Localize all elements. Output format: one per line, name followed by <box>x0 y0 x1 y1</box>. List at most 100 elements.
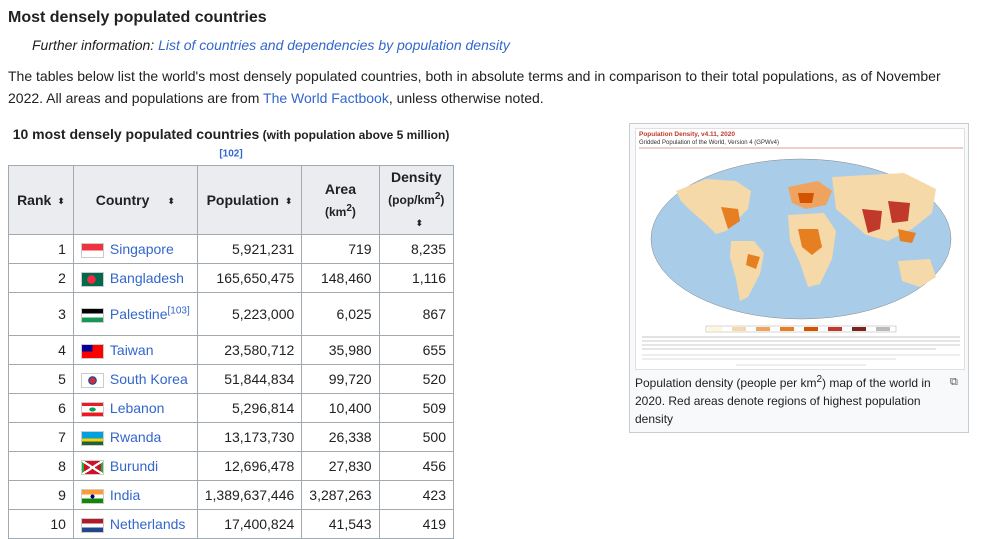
col-density-header[interactable]: Density (pop/km2) ⬍ <box>378 164 455 236</box>
area-cell: 99,720 <box>301 364 380 395</box>
country-cell: Netherlands <box>72 509 198 539</box>
map-caption-sq: 2 <box>816 374 823 385</box>
rank-cell: 2 <box>8 263 74 294</box>
sort-icon[interactable]: ⬍ <box>167 195 175 206</box>
country-cell: Rwanda <box>72 422 198 453</box>
intro-text-after: , unless otherwise noted. <box>388 90 544 106</box>
hatnote: Further information: List of countries a… <box>32 37 510 53</box>
area-cell: 6,025 <box>301 292 380 337</box>
flag-netherlands-icon <box>80 517 104 533</box>
area-cell: 35,980 <box>301 335 380 366</box>
population-cell: 165,650,475 <box>196 263 303 294</box>
rank-cell: 8 <box>8 451 74 482</box>
area-unit-close: ) <box>351 204 356 219</box>
table-row: 4 Taiwan 23,580,712 35,980 655 <box>8 335 455 366</box>
density-cell: 500 <box>378 422 455 453</box>
world-factbook-link[interactable]: The World Factbook <box>263 90 389 106</box>
table-row: 10 Netherlands 17,400,824 41,543 419 <box>8 509 455 539</box>
density-cell: 520 <box>378 364 455 395</box>
caption-ref-link[interactable]: [102] <box>219 148 243 160</box>
hatnote-prefix: Further information: <box>32 37 159 53</box>
col-country-header[interactable]: Country ⬍ <box>72 164 198 236</box>
map-caption: Population density (people per km2) map … <box>635 374 947 428</box>
flag-burundi-icon <box>80 459 104 475</box>
area-unit: (km <box>324 204 347 219</box>
intro-paragraph: The tables below list the world's most d… <box>8 65 958 109</box>
world-map-graphic <box>639 147 963 366</box>
header-label: Rank <box>17 191 52 208</box>
country-link-rwanda[interactable]: Rwanda <box>109 428 162 445</box>
table-row: 6 Lebanon 5,296,814 10,400 509 <box>8 393 455 424</box>
col-area-header[interactable]: Area (km2) <box>301 164 380 236</box>
country-link-netherlands[interactable]: Netherlands <box>109 515 186 532</box>
table-row: 7 Rwanda 13,173,730 26,338 500 <box>8 422 455 453</box>
rank-cell: 10 <box>8 509 74 539</box>
flag-lebanon-icon <box>80 401 104 417</box>
density-cell: 456 <box>378 451 455 482</box>
map-caption-after: ) map of the world in 2020. Red areas de… <box>635 376 931 426</box>
density-cell: 867 <box>378 292 455 337</box>
country-cell: Singapore <box>72 234 198 265</box>
population-density-map[interactable]: Population Density, v4.11, 2020 Gridded … <box>635 128 965 370</box>
header-label: Country <box>95 191 150 208</box>
rank-cell: 7 <box>8 422 74 453</box>
area-cell: 27,830 <box>301 451 380 482</box>
hatnote-link[interactable]: List of countries and dependencies by po… <box>158 37 510 53</box>
col-population-header[interactable]: Population ⬍ <box>196 164 303 236</box>
rank-cell: 1 <box>8 234 74 265</box>
country-link-lebanon[interactable]: Lebanon <box>109 399 165 416</box>
area-cell: 41,543 <box>301 509 380 539</box>
header-label: Population <box>206 191 279 208</box>
area-cell: 148,460 <box>301 263 380 294</box>
map-caption-before: Population density (people per km <box>635 376 817 390</box>
country-cell: Bangladesh <box>72 263 198 294</box>
country-cell: Taiwan <box>72 335 198 366</box>
country-ref-link[interactable]: [103] <box>167 305 190 317</box>
country-cell: India <box>72 480 198 511</box>
table-row: 3 Palestine[103] 5,223,000 6,025 867 <box>8 292 455 337</box>
density-unit-close: ) <box>440 193 445 207</box>
country-cell: Lebanon <box>72 393 198 424</box>
area-cell: 26,338 <box>301 422 380 453</box>
flag-rwanda-icon <box>80 430 104 446</box>
header-label: Area <box>324 180 356 197</box>
population-cell: 51,844,834 <box>196 364 303 395</box>
population-cell: 23,580,712 <box>196 335 303 366</box>
country-link-singapore[interactable]: Singapore <box>109 240 174 257</box>
caption-title: 10 most densely populated countries <box>12 126 260 142</box>
sort-icon[interactable]: ⬍ <box>415 218 424 229</box>
country-link-palestine[interactable]: Palestine <box>109 305 168 322</box>
table-row: 5 South Korea 51,844,834 99,720 520 <box>8 364 455 395</box>
country-link-south-korea[interactable]: South Korea <box>109 370 188 387</box>
col-rank-header[interactable]: Rank ⬍ <box>8 164 74 236</box>
density-cell: 423 <box>378 480 455 511</box>
rank-cell: 5 <box>8 364 74 395</box>
density-unit: (pop/km <box>388 193 435 207</box>
flag-south-korea-icon <box>80 372 104 388</box>
country-link-burundi[interactable]: Burundi <box>109 457 159 474</box>
enlarge-icon[interactable]: ⧉ <box>950 376 958 388</box>
sort-icon[interactable]: ⬍ <box>284 195 293 206</box>
country-link-india[interactable]: India <box>109 486 141 503</box>
sort-icon[interactable]: ⬍ <box>57 195 65 206</box>
map-title: Population Density, v4.11, 2020 <box>639 131 735 138</box>
country-link-bangladesh[interactable]: Bangladesh <box>109 269 184 286</box>
population-cell: 5,921,231 <box>196 234 303 265</box>
flag-bangladesh-icon <box>80 271 104 287</box>
density-table: Rank ⬍ Country ⬍ Population ⬍ Area (km 2) Den… <box>8 164 455 539</box>
intro-text-before: The tables below list the world's most d… <box>8 68 941 106</box>
flag-india-icon <box>80 488 104 504</box>
area-cell: 719 <box>301 234 380 265</box>
area-cell: 3,287,263 <box>301 480 380 511</box>
population-cell: 17,400,824 <box>196 509 303 539</box>
density-cell: 419 <box>378 509 455 539</box>
table-caption: 10 most densely populated countries (wit… <box>8 123 454 168</box>
rank-cell: 3 <box>8 292 74 337</box>
header-label: Density <box>391 169 442 185</box>
rank-cell: 9 <box>8 480 74 511</box>
population-cell: 1,389,637,446 <box>196 480 303 511</box>
rank-cell: 4 <box>8 335 74 366</box>
country-link-taiwan[interactable]: Taiwan <box>109 341 154 358</box>
country-cell: Palestine[103] <box>72 292 198 337</box>
table-row: 2 Bangladesh 165,650,475 148,460 1,116 <box>8 263 455 294</box>
